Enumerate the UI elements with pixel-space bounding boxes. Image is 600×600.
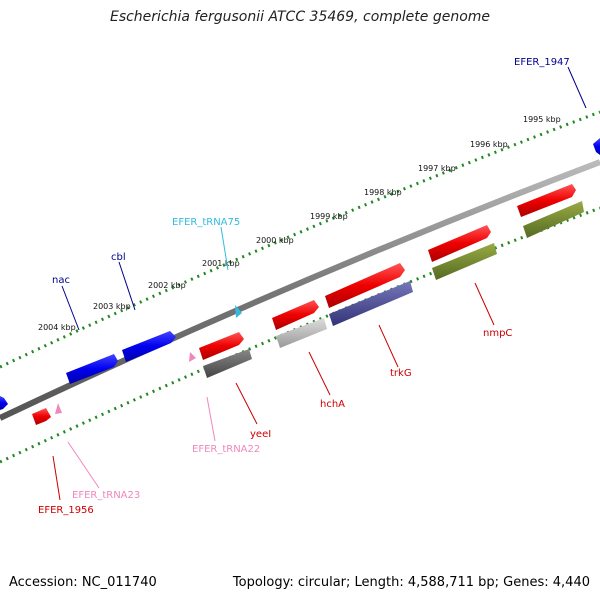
gene-trkG-fwd[interactable] <box>325 263 405 308</box>
gene-left-blue[interactable] <box>0 396 8 410</box>
label-efer-tRNA75[interactable]: EFER_tRNA75 <box>172 217 240 228</box>
genome-title: Escherichia fergusonii ATCC 35469, compl… <box>109 9 491 25</box>
reverse-strand-genes <box>32 201 584 425</box>
gene-red-1[interactable] <box>517 184 576 217</box>
gene-efer-tRNA22[interactable] <box>189 352 196 362</box>
label-yeeI[interactable]: yeeI <box>250 429 271 440</box>
inner-scale-track <box>0 206 600 464</box>
kbp-tick-1998: 1998 kbp <box>364 188 402 197</box>
forward-strand-genes <box>0 138 600 410</box>
label-trkG[interactable]: trkG <box>390 368 412 379</box>
kbp-tick-labels: 2004 kbp 2003 kbp 2002 kbp 2001 kbp 2000… <box>38 115 561 332</box>
feature-labels: EFER_1947 cbl nac EFER_tRNA75 nmpC trkG … <box>38 57 570 516</box>
label-efer-1956[interactable]: EFER_1956 <box>38 505 94 516</box>
label-cbl[interactable]: cbl <box>111 252 126 263</box>
gene-nac[interactable] <box>66 354 118 384</box>
kbp-tick-2003: 2003 kbp <box>93 302 131 311</box>
accession-text: Accession: NC_011740 <box>9 575 157 590</box>
gene-trkG[interactable] <box>329 281 413 326</box>
gene-yeeI-fwd[interactable] <box>199 332 244 360</box>
kbp-tick-2001: 2001 kbp <box>202 259 240 268</box>
genome-summary-text: Topology: circular; Length: 4,588,711 bp… <box>232 575 590 590</box>
gene-efer-1947[interactable] <box>593 138 600 155</box>
feature-leader-lines <box>52 66 587 501</box>
gene-nmpC[interactable] <box>432 243 497 280</box>
kbp-tick-1996: 1996 kbp <box>470 140 508 149</box>
gene-efer-tRNA75[interactable] <box>235 305 242 318</box>
label-efer-tRNA22[interactable]: EFER_tRNA22 <box>192 444 260 455</box>
gene-hchA-fwd[interactable] <box>272 300 319 330</box>
gene-cbl[interactable] <box>122 331 176 362</box>
label-efer-1947[interactable]: EFER_1947 <box>514 57 570 68</box>
gene-olive-1[interactable] <box>523 201 584 238</box>
kbp-tick-2000: 2000 kbp <box>256 236 294 245</box>
gene-yeeI[interactable] <box>203 349 252 378</box>
kbp-tick-2002: 2002 kbp <box>148 281 186 290</box>
outer-scale-track <box>0 110 600 369</box>
gene-efer-1956[interactable] <box>32 408 51 425</box>
kbp-tick-1999: 1999 kbp <box>310 212 348 221</box>
kbp-tick-2004: 2004 kbp <box>38 323 76 332</box>
kbp-tick-1997: 1997 kbp <box>418 164 456 173</box>
genome-backbone <box>0 159 600 421</box>
gene-nmpC-adjacent[interactable] <box>428 225 491 262</box>
label-efer-tRNA23[interactable]: EFER_tRNA23 <box>72 490 140 501</box>
gene-hchA[interactable] <box>276 318 327 348</box>
label-nac[interactable]: nac <box>52 275 70 286</box>
kbp-tick-1995: 1995 kbp <box>523 115 561 124</box>
gene-efer-tRNA23[interactable] <box>55 403 62 414</box>
label-nmpC[interactable]: nmpC <box>483 328 512 339</box>
label-hchA[interactable]: hchA <box>320 399 345 410</box>
